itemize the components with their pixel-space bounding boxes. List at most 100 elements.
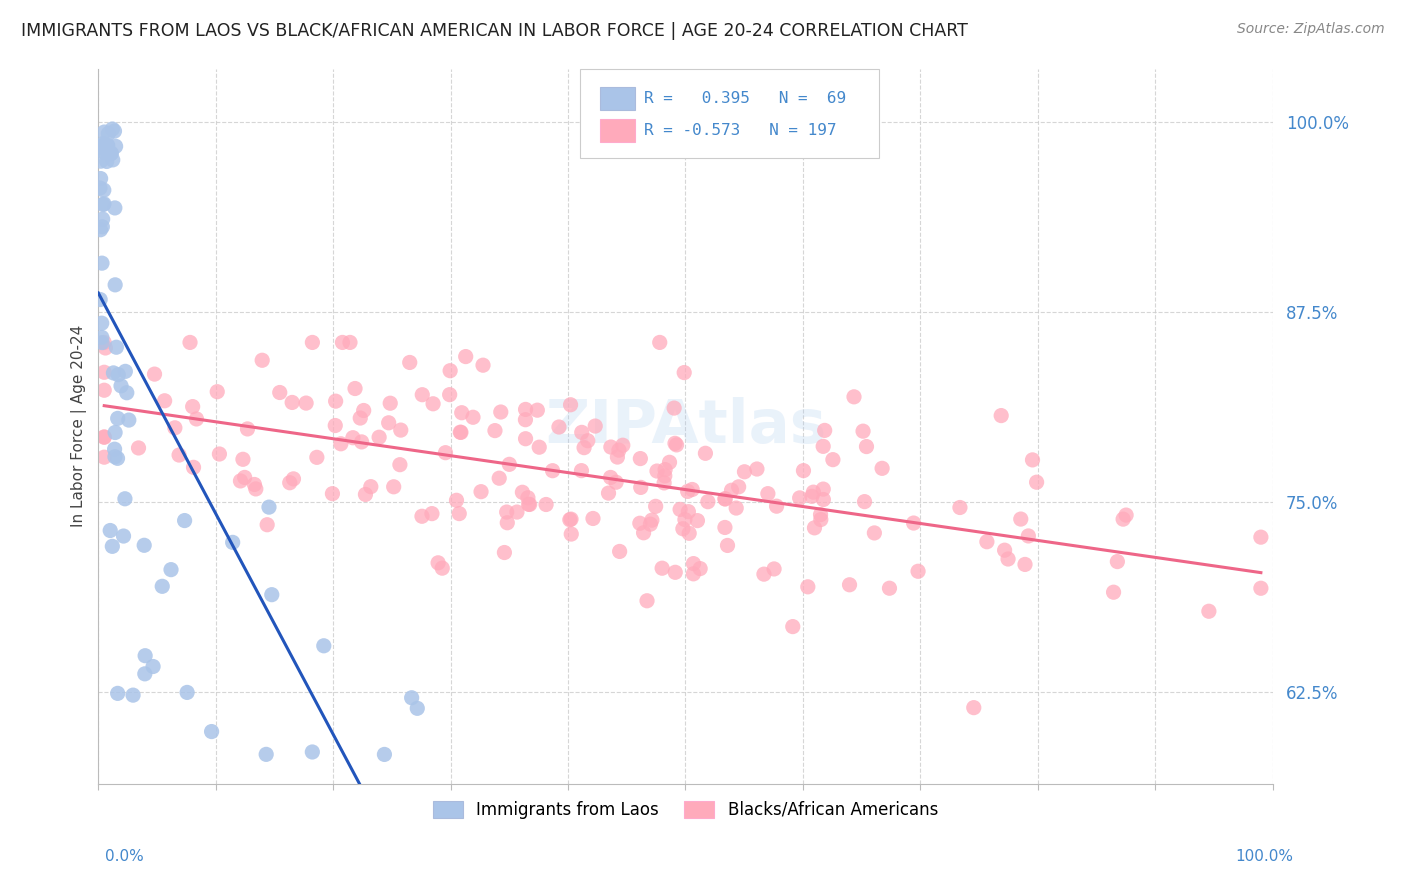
Point <box>256 517 278 532</box>
Point <box>150 579 173 593</box>
Point <box>100 146 122 161</box>
Point <box>101 539 124 553</box>
Text: Source: ZipAtlas.com: Source: ZipAtlas.com <box>1237 22 1385 37</box>
Point <box>325 394 347 409</box>
Point <box>406 701 429 715</box>
Point <box>903 516 925 530</box>
Point <box>354 487 377 501</box>
Point <box>662 401 685 415</box>
Point <box>681 483 703 497</box>
Point <box>842 390 865 404</box>
Point <box>515 402 537 417</box>
Point <box>529 440 551 454</box>
Point <box>725 501 748 516</box>
Point <box>449 507 471 521</box>
Point <box>672 522 695 536</box>
Point <box>257 500 280 515</box>
Point <box>811 439 834 453</box>
Point <box>91 335 114 350</box>
Point <box>342 431 364 445</box>
Point <box>498 458 520 472</box>
Point <box>229 474 252 488</box>
Point <box>517 497 540 511</box>
Point <box>382 480 405 494</box>
Point <box>89 293 111 307</box>
Point <box>176 685 198 699</box>
Point <box>548 420 571 434</box>
Point <box>160 563 183 577</box>
Point <box>745 462 768 476</box>
Point <box>90 316 112 330</box>
Text: R =   0.395   N =  69: R = 0.395 N = 69 <box>644 91 846 106</box>
Point <box>810 512 832 526</box>
Point <box>512 485 534 500</box>
Point <box>515 432 537 446</box>
Point <box>360 480 382 494</box>
Point <box>976 534 998 549</box>
Point <box>107 686 129 700</box>
Point <box>350 434 373 449</box>
Point <box>114 491 136 506</box>
Point <box>142 659 165 673</box>
Point <box>606 450 628 464</box>
Point <box>353 403 375 417</box>
Point <box>789 491 811 505</box>
Point <box>427 556 450 570</box>
Point <box>97 138 120 153</box>
Point <box>652 475 675 490</box>
Point <box>665 438 688 452</box>
Point <box>678 526 700 541</box>
Point <box>648 335 671 350</box>
Point <box>609 544 631 558</box>
Point <box>472 358 495 372</box>
Point <box>143 367 166 381</box>
Point <box>93 335 115 350</box>
Point <box>572 441 595 455</box>
Point <box>814 424 837 438</box>
Point <box>813 482 835 496</box>
Point <box>636 594 658 608</box>
Point <box>599 470 621 484</box>
Point <box>1115 508 1137 522</box>
Point <box>368 430 391 444</box>
Point <box>949 500 972 515</box>
Text: R = -0.573   N = 197: R = -0.573 N = 197 <box>644 123 837 138</box>
Point <box>494 545 516 559</box>
Point <box>388 458 411 472</box>
Point <box>278 475 301 490</box>
Point <box>716 538 738 552</box>
Point <box>1017 529 1039 543</box>
Point <box>91 212 114 227</box>
Point <box>560 398 582 412</box>
Point <box>93 365 115 379</box>
Point <box>599 440 621 454</box>
Point <box>641 513 664 527</box>
Point <box>281 395 304 409</box>
Point <box>163 421 186 435</box>
Point <box>104 277 127 292</box>
Point <box>813 492 835 507</box>
Point <box>644 500 666 514</box>
Point <box>301 745 323 759</box>
Point <box>114 364 136 378</box>
Point <box>678 505 700 519</box>
Point <box>506 505 529 519</box>
Point <box>221 535 243 549</box>
Point <box>250 353 273 368</box>
Point <box>128 441 150 455</box>
Point <box>870 461 893 475</box>
Point <box>461 410 484 425</box>
Point <box>103 124 125 138</box>
Point <box>186 412 208 426</box>
Point <box>90 330 112 344</box>
Point <box>689 561 711 575</box>
Point <box>411 387 433 401</box>
Point <box>605 475 627 490</box>
Point <box>295 396 318 410</box>
Point <box>879 581 901 595</box>
Point <box>526 403 548 417</box>
Point <box>651 561 673 575</box>
Point <box>801 485 824 500</box>
Point <box>332 335 354 350</box>
Point <box>89 223 111 237</box>
